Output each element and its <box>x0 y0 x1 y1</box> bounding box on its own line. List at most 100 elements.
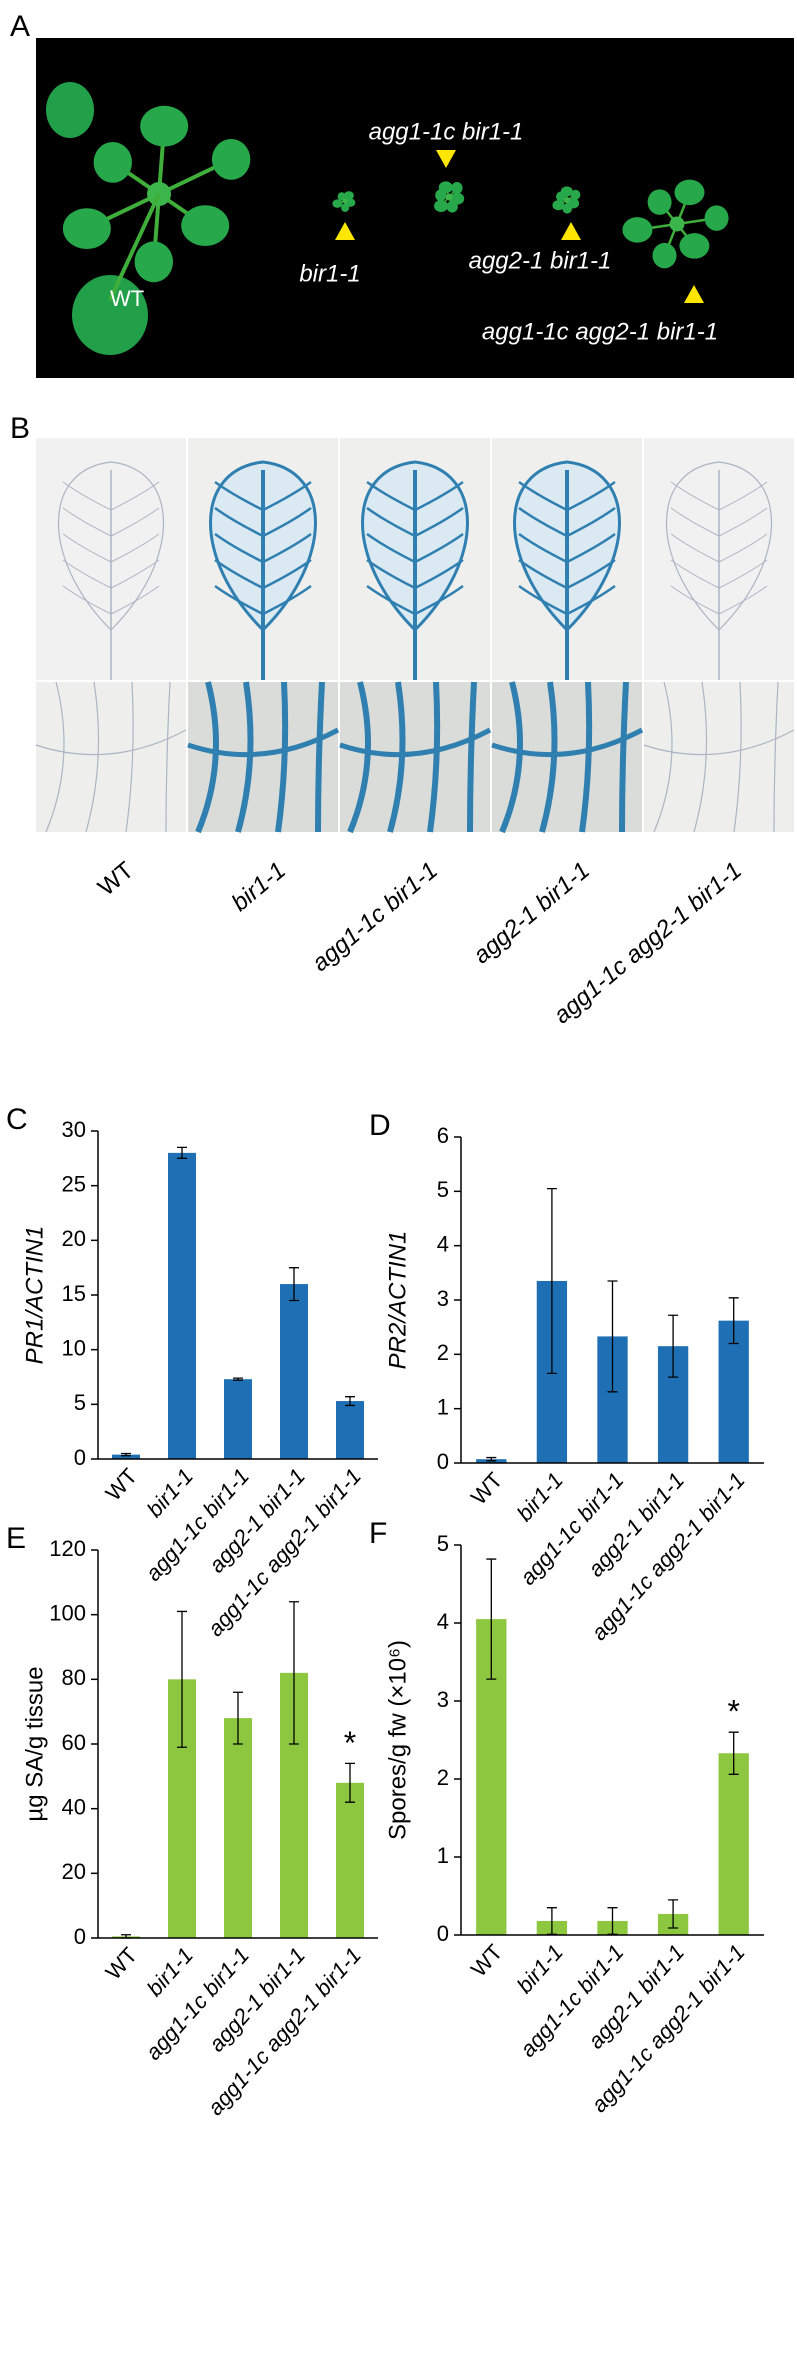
column-label: agg2-1 bir1-1 <box>468 857 595 969</box>
closeup-vein <box>427 681 441 833</box>
closeup-vein <box>165 681 171 833</box>
closeup-vein <box>733 681 742 833</box>
leaf <box>570 189 581 200</box>
y-tick-label: 120 <box>49 1536 86 1561</box>
y-tick-label: 1 <box>437 1394 449 1419</box>
vein <box>366 558 464 590</box>
error-bar <box>668 1899 679 1929</box>
plant-label: agg1-1c bir1-1 <box>369 118 524 145</box>
leaf <box>562 203 573 214</box>
leaf <box>679 233 710 259</box>
y-axis-label: PR2/ACTIN1 <box>384 1231 411 1370</box>
leaf <box>704 205 729 231</box>
closeup-vein <box>85 681 100 833</box>
closeup-vein <box>693 681 708 833</box>
y-tick-label: 30 <box>62 1117 86 1142</box>
rosette-center <box>669 216 685 232</box>
arrowhead <box>561 222 581 240</box>
rosette-center <box>342 198 348 204</box>
closeup-vein <box>275 681 289 833</box>
error-bar <box>233 1691 243 1745</box>
y-tick-label: 4 <box>437 1231 449 1256</box>
leaf <box>434 200 449 212</box>
annotation: * <box>727 1694 739 1730</box>
petiole <box>108 193 161 301</box>
error-bar <box>546 1187 557 1374</box>
leaf <box>341 203 350 213</box>
vein <box>214 584 312 616</box>
vein <box>62 533 160 563</box>
y-axis-label: µg SA/g tissue <box>21 1666 48 1821</box>
y-tick-label: 5 <box>437 1531 449 1556</box>
vein <box>518 532 616 564</box>
vein <box>214 558 312 590</box>
leaf <box>622 217 653 243</box>
x-tick-label: WT <box>466 1940 507 1982</box>
vein <box>670 481 768 511</box>
y-tick-label: 5 <box>74 1390 86 1415</box>
error-bar <box>121 1452 131 1457</box>
annotation: * <box>344 1725 356 1761</box>
leaf <box>446 200 458 213</box>
leaf <box>451 182 463 194</box>
y-tick-label: 0 <box>437 1449 449 1474</box>
error-bar <box>486 1456 497 1462</box>
y-tick-label: 40 <box>62 1794 86 1819</box>
x-tick-label: bir1-1 <box>512 1468 568 1527</box>
y-tick-label: 4 <box>437 1609 449 1634</box>
closeup-vein <box>125 681 134 833</box>
leaf <box>560 186 573 197</box>
y-tick-label: 0 <box>74 1924 86 1949</box>
error-bar <box>607 1280 618 1393</box>
y-tick-label: 3 <box>437 1286 449 1311</box>
error-bar <box>345 1762 355 1803</box>
leaf <box>134 241 174 283</box>
plant-label: agg1-1c agg2-1 bir1-1 <box>482 318 718 345</box>
y-tick-label: 60 <box>62 1730 86 1755</box>
error-bar <box>233 1377 243 1381</box>
bar <box>336 1401 364 1459</box>
leaf-outline <box>58 461 164 631</box>
plant-label: agg2-1 bir1-1 <box>469 247 612 274</box>
y-axis-label: Spores/g fw (×10⁶) <box>384 1640 411 1840</box>
leaf <box>140 105 189 147</box>
bar <box>718 1320 749 1463</box>
y-tick-label: 2 <box>437 1340 449 1365</box>
leaf <box>343 191 354 200</box>
y-tick-label: 20 <box>62 1226 86 1251</box>
vein <box>62 507 160 537</box>
arrowhead <box>684 285 704 303</box>
vein <box>366 480 464 512</box>
vein <box>62 481 160 511</box>
bar <box>168 1152 196 1459</box>
vein <box>214 532 312 564</box>
error-bar <box>728 1731 739 1775</box>
closeup-vein <box>187 727 340 758</box>
vein <box>214 506 312 538</box>
y-tick-label: 5 <box>437 1177 449 1202</box>
closeup-photo <box>644 682 794 832</box>
error-bar <box>607 1907 618 1935</box>
bar <box>280 1284 308 1459</box>
panel-label: F <box>369 1517 387 1550</box>
panel-label: C <box>6 1103 28 1136</box>
leaf <box>332 199 343 208</box>
rosette-center <box>445 193 453 201</box>
error-bar <box>345 1396 355 1407</box>
arrowhead <box>436 150 456 168</box>
arrowhead <box>335 222 355 240</box>
bar <box>112 1454 140 1459</box>
panel-label: D <box>369 1109 391 1142</box>
leaf <box>211 139 251 180</box>
vein <box>670 559 768 589</box>
y-tick-label: 2 <box>437 1765 449 1790</box>
closeup-vein <box>347 681 371 834</box>
closeup-vein <box>45 681 65 833</box>
vein <box>366 506 464 538</box>
vein <box>518 480 616 512</box>
error-bar <box>289 1601 299 1745</box>
column-label: bir1-1 <box>227 857 291 917</box>
bar <box>336 1782 364 1938</box>
error-bar <box>728 1297 739 1345</box>
closeup-photo <box>36 682 186 832</box>
